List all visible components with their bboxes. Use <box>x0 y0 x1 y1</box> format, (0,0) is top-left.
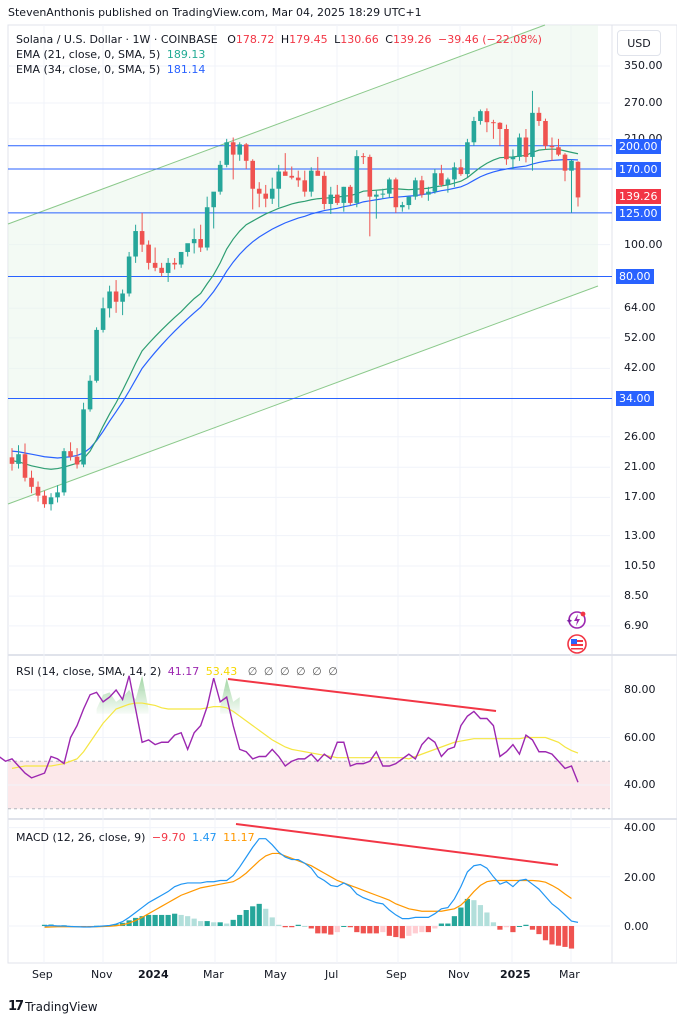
publish-info: StevenAnthonis published on TradingView.… <box>8 6 422 19</box>
price-tick: 17.00 <box>624 490 656 504</box>
price-tick: 270.00 <box>624 96 663 109</box>
rsi-legend[interactable]: RSI (14, close, SMA, 14, 2) 41.17 53.43 … <box>16 665 338 678</box>
macd-signal-value: 11.17 <box>223 831 255 844</box>
rsi-extra: ∅ <box>279 665 290 678</box>
time-tick: Nov <box>91 968 113 981</box>
main-legend-row: Solana / U.S. Dollar · 1W · COINBASE O17… <box>16 33 542 46</box>
rsi-extra: ∅ <box>296 665 306 678</box>
high-value: 179.45 <box>289 33 328 46</box>
lightning-icon[interactable] <box>566 609 588 631</box>
macd-legend[interactable]: MACD (12, 26, close, 9) −9.70 1.47 11.17 <box>16 831 255 844</box>
ema34-legend[interactable]: EMA (34, close, 0, SMA, 5) 181.14 <box>16 63 206 76</box>
macd-hist-value: −9.70 <box>151 831 186 844</box>
level-price-tag: 80.00 <box>616 269 654 285</box>
price-tick: 42.00 <box>624 361 656 375</box>
price-tick: 64.00 <box>624 301 656 315</box>
time-tick: Mar <box>559 968 580 981</box>
rsi-sma-value: 53.43 <box>205 665 238 678</box>
macd-value: 1.47 <box>192 831 217 844</box>
low-value: 130.66 <box>340 33 379 46</box>
price-tick: 100.00 <box>624 237 663 251</box>
price-tick: 6.90 <box>624 618 649 632</box>
us-flag-icon[interactable] <box>566 633 588 655</box>
rsi-axis-60: 60.00 <box>624 731 656 744</box>
close-value: 139.26 <box>392 33 432 46</box>
rsi-extra: ∅ <box>328 665 338 678</box>
rsi-extra: ∅ <box>263 665 274 678</box>
ema34-value: 181.14 <box>166 63 206 76</box>
rsi-axis-80: 80.00 <box>624 683 656 696</box>
price-tick: 10.50 <box>624 559 656 573</box>
time-tick: Jul <box>325 968 339 981</box>
rsi-value: 41.17 <box>167 665 200 678</box>
price-tick: 13.00 <box>624 528 656 542</box>
price-tick: 8.50 <box>624 589 649 603</box>
time-tick: Nov <box>448 968 470 981</box>
symbol-label: Solana / U.S. Dollar · 1W · COINBASE <box>16 33 218 46</box>
time-tick: May <box>264 968 287 981</box>
time-tick: 2024 <box>138 968 169 981</box>
currency-button[interactable]: USD <box>617 30 661 56</box>
tradingview-logo[interactable]: 17 TradingView <box>8 999 98 1014</box>
ema21-legend[interactable]: EMA (21, close, 0, SMA, 5) 189.13 <box>16 48 206 61</box>
time-tick: Sep <box>32 968 53 981</box>
time-tick: 2025 <box>500 968 531 981</box>
ema21-value: 189.13 <box>166 48 206 61</box>
time-tick: Mar <box>203 968 224 981</box>
tradingview-mark-icon: 17 <box>8 999 24 1014</box>
level-price-tag: 34.00 <box>616 391 654 407</box>
price-tick: 26.00 <box>624 429 656 443</box>
open-value: 178.72 <box>235 33 275 46</box>
price-tick: 52.00 <box>624 330 656 344</box>
macd-axis-20: 20.00 <box>624 871 656 884</box>
macd-axis-40: 40.00 <box>624 821 656 834</box>
last-price-tag: 139.26 <box>616 189 661 205</box>
level-price-tag: 125.00 <box>616 205 661 221</box>
macd-axis-0: 0.00 <box>624 920 649 933</box>
change-value: −39.46 (−22.08%) <box>437 33 542 46</box>
price-tick: 21.00 <box>624 460 656 474</box>
level-price-tag: 170.00 <box>616 161 661 177</box>
level-price-tag: 200.00 <box>616 138 661 154</box>
rsi-axis-40: 40.00 <box>624 778 656 791</box>
price-tick: 350.00 <box>624 59 663 72</box>
time-tick: Sep <box>386 968 407 981</box>
rsi-extra: ∅ <box>247 665 258 678</box>
rsi-extra: ∅ <box>312 665 322 678</box>
